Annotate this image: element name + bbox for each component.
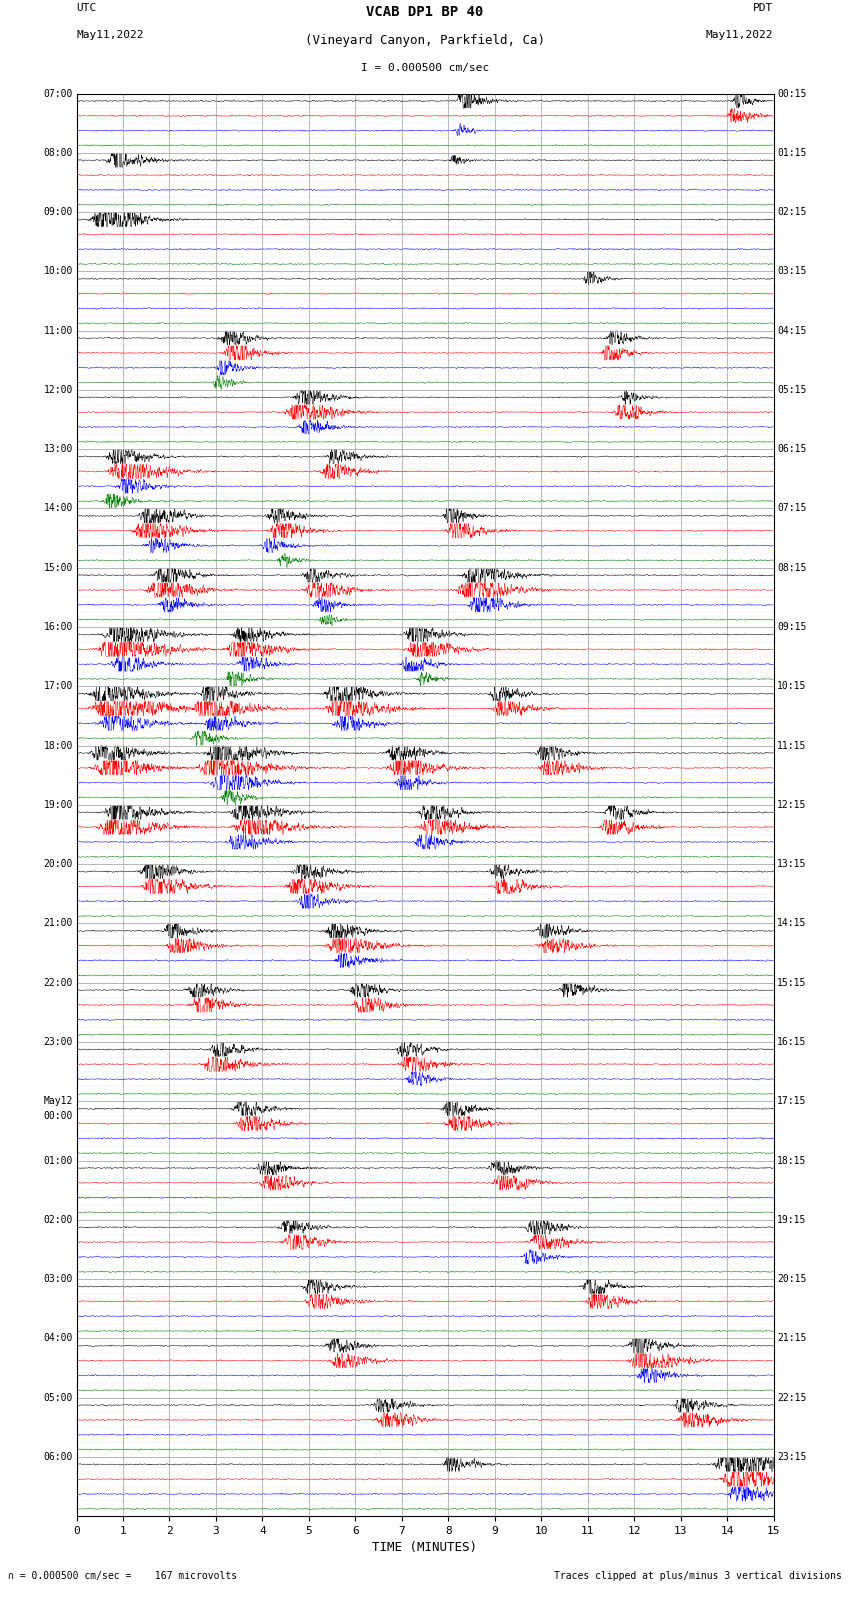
Text: 16:00: 16:00	[43, 623, 73, 632]
Text: 23:00: 23:00	[43, 1037, 73, 1047]
Text: 10:00: 10:00	[43, 266, 73, 276]
Text: 09:15: 09:15	[777, 623, 807, 632]
Text: 18:15: 18:15	[777, 1155, 807, 1166]
Text: 00:15: 00:15	[777, 89, 807, 98]
Text: 13:00: 13:00	[43, 444, 73, 455]
Text: ∩ = 0.000500 cm/sec =    167 microvolts: ∩ = 0.000500 cm/sec = 167 microvolts	[8, 1571, 238, 1581]
Text: 02:00: 02:00	[43, 1215, 73, 1224]
Text: 19:00: 19:00	[43, 800, 73, 810]
Text: 01:15: 01:15	[777, 148, 807, 158]
Text: 17:00: 17:00	[43, 681, 73, 692]
Text: 00:00: 00:00	[43, 1111, 73, 1121]
Text: 23:15: 23:15	[777, 1452, 807, 1461]
Text: 11:00: 11:00	[43, 326, 73, 336]
Text: 14:00: 14:00	[43, 503, 73, 513]
Text: 12:00: 12:00	[43, 386, 73, 395]
Text: VCAB DP1 BP 40: VCAB DP1 BP 40	[366, 5, 484, 19]
Text: 15:00: 15:00	[43, 563, 73, 573]
Text: 20:15: 20:15	[777, 1274, 807, 1284]
Text: Traces clipped at plus/minus 3 vertical divisions: Traces clipped at plus/minus 3 vertical …	[553, 1571, 842, 1581]
Text: May11,2022: May11,2022	[706, 31, 774, 40]
Text: 15:15: 15:15	[777, 977, 807, 987]
Text: 10:15: 10:15	[777, 681, 807, 692]
Text: 18:00: 18:00	[43, 740, 73, 750]
Text: 06:15: 06:15	[777, 444, 807, 455]
Text: I = 0.000500 cm/sec: I = 0.000500 cm/sec	[361, 63, 489, 73]
Text: 17:15: 17:15	[777, 1097, 807, 1107]
Text: 08:00: 08:00	[43, 148, 73, 158]
Text: 01:00: 01:00	[43, 1155, 73, 1166]
Text: 13:15: 13:15	[777, 860, 807, 869]
Text: 08:15: 08:15	[777, 563, 807, 573]
Text: 04:00: 04:00	[43, 1334, 73, 1344]
Text: 07:00: 07:00	[43, 89, 73, 98]
Text: May12: May12	[43, 1097, 73, 1107]
Text: 20:00: 20:00	[43, 860, 73, 869]
Text: 03:00: 03:00	[43, 1274, 73, 1284]
Text: 21:15: 21:15	[777, 1334, 807, 1344]
Text: 03:15: 03:15	[777, 266, 807, 276]
Text: 19:15: 19:15	[777, 1215, 807, 1224]
Text: PDT: PDT	[753, 3, 774, 13]
Text: 05:15: 05:15	[777, 386, 807, 395]
Text: 12:15: 12:15	[777, 800, 807, 810]
Text: 22:00: 22:00	[43, 977, 73, 987]
Text: 06:00: 06:00	[43, 1452, 73, 1461]
Text: 16:15: 16:15	[777, 1037, 807, 1047]
Text: May11,2022: May11,2022	[76, 31, 144, 40]
Text: 22:15: 22:15	[777, 1392, 807, 1403]
Text: 14:15: 14:15	[777, 918, 807, 929]
X-axis label: TIME (MINUTES): TIME (MINUTES)	[372, 1542, 478, 1555]
Text: (Vineyard Canyon, Parkfield, Ca): (Vineyard Canyon, Parkfield, Ca)	[305, 34, 545, 47]
Text: 05:00: 05:00	[43, 1392, 73, 1403]
Text: UTC: UTC	[76, 3, 97, 13]
Text: 02:15: 02:15	[777, 206, 807, 218]
Text: 04:15: 04:15	[777, 326, 807, 336]
Text: 21:00: 21:00	[43, 918, 73, 929]
Text: 07:15: 07:15	[777, 503, 807, 513]
Text: 09:00: 09:00	[43, 206, 73, 218]
Text: 11:15: 11:15	[777, 740, 807, 750]
